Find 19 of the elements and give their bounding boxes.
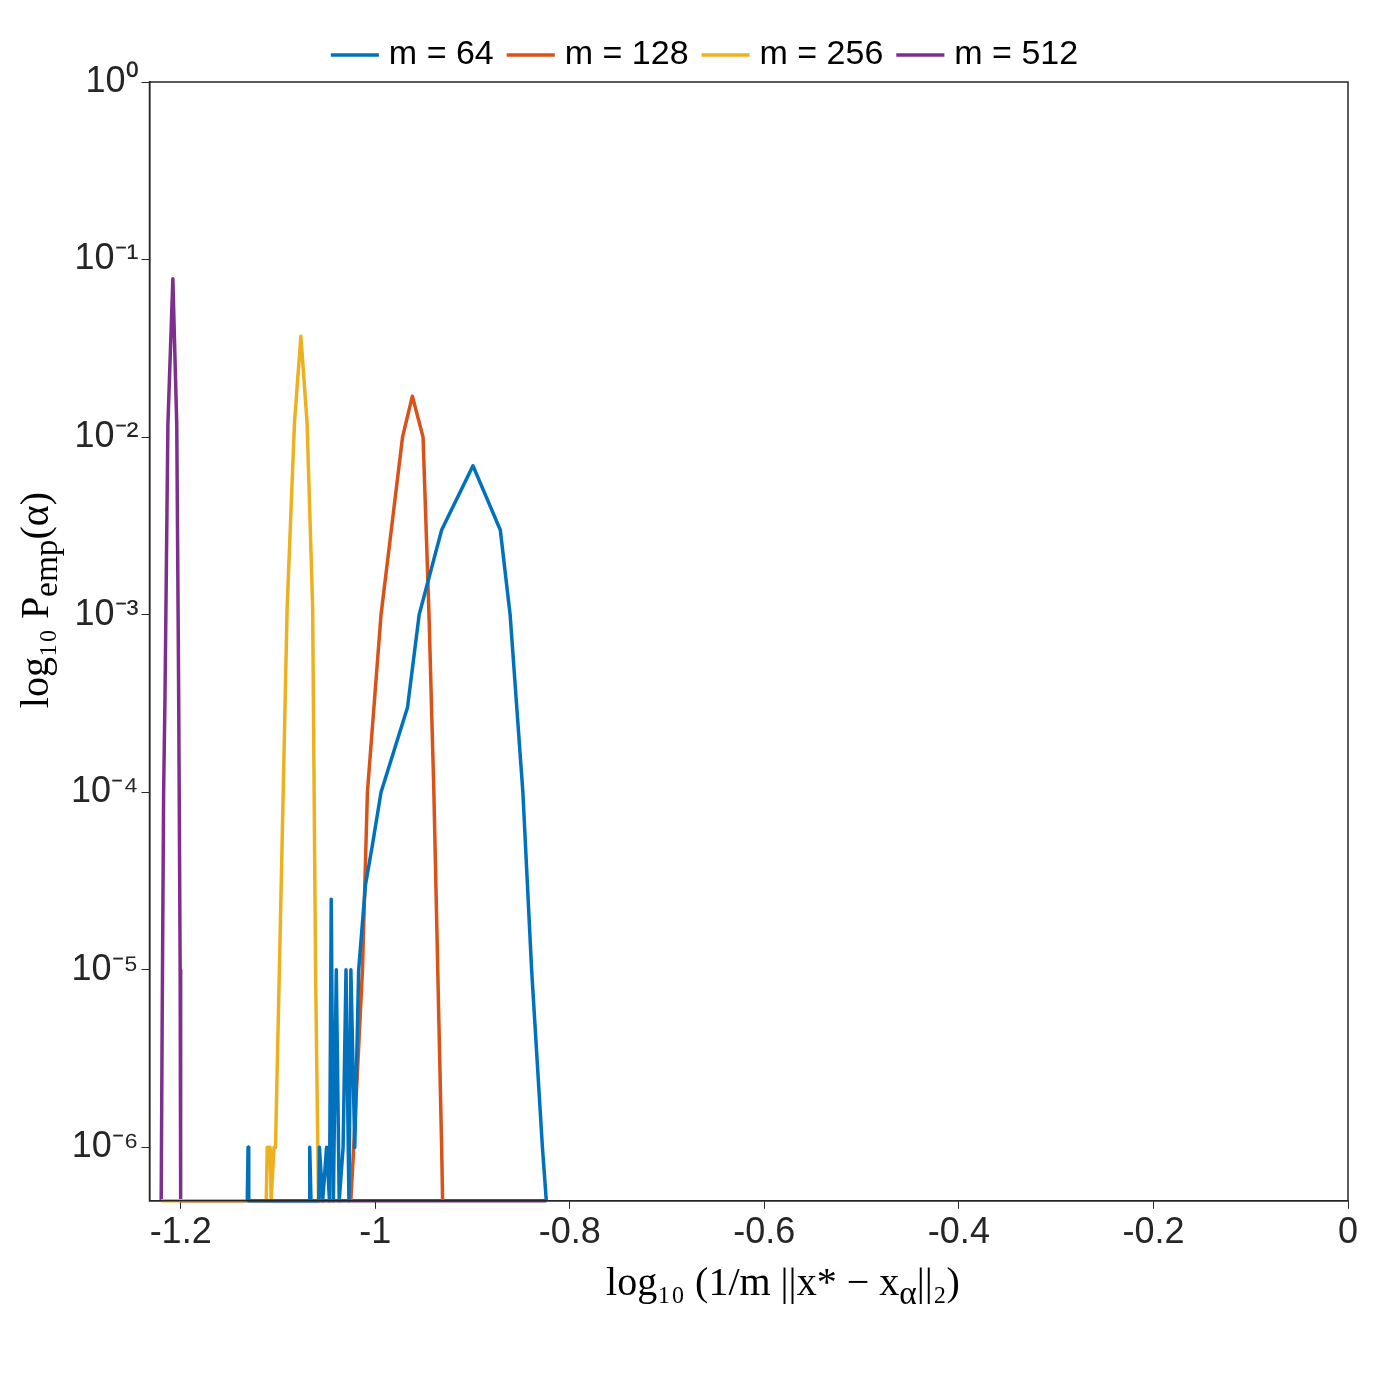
legend-label: m = 64 [388,33,494,72]
y-tick-label: 10⁻¹ [74,236,139,278]
legend-label: m = 512 [954,33,1079,72]
y-tick-label: 10⁻⁶ [71,1124,139,1166]
y-tick-label: 10⁰ [85,58,139,100]
x-axis-title: log₁₀ (1/m ||x* − x$_{α}$||₂) [605,1258,961,1312]
x-tick-label: 0 [1337,1210,1359,1252]
y-tick-label: 10⁻⁵ [71,946,139,988]
x-tick-label: -0.8 [538,1210,601,1252]
legend-label: m = 128 [564,33,689,72]
y-tick-label: 10⁻³ [74,591,139,633]
x-tick-label: -0.6 [733,1210,796,1252]
x-tick-label: -1 [359,1210,392,1252]
x-tick-label: -0.2 [1122,1210,1185,1252]
y-tick-label: 10⁻⁴ [71,769,139,811]
legend-label: m = 256 [759,33,884,72]
x-tick-label: -0.4 [927,1210,990,1252]
y-tick-label: 10⁻² [74,414,139,456]
x-tick-label: -1.2 [149,1210,212,1252]
